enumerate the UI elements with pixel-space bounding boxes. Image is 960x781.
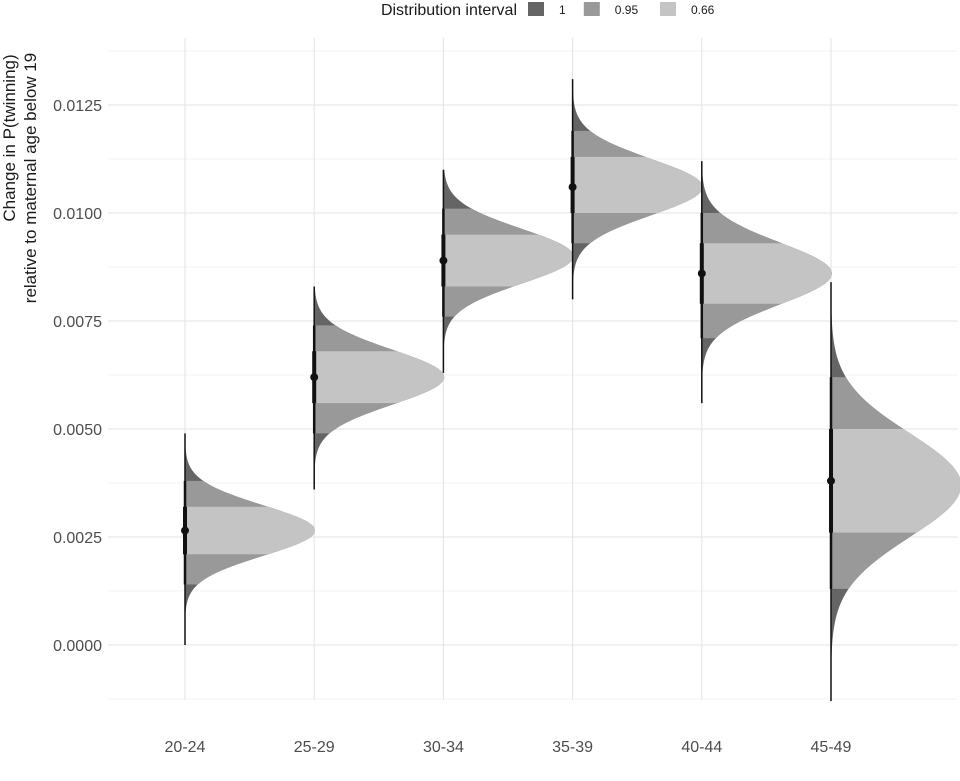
y-tick-label: 0.0000 — [53, 638, 102, 655]
x-tick-label: 45-49 — [811, 739, 852, 756]
median-point — [181, 526, 189, 535]
distributions — [181, 79, 960, 702]
legend-label: 0.66 — [691, 3, 715, 17]
median-point — [827, 476, 835, 485]
halfeye-40-44 — [697, 161, 832, 404]
interval-66-region — [314, 351, 445, 404]
x-tick-label: 30-34 — [423, 739, 464, 756]
median-point — [310, 373, 319, 382]
interval-66-region — [701, 243, 832, 304]
halfeye-30-34 — [439, 169, 574, 373]
halfeye-35-39 — [568, 79, 703, 300]
legend-title: Distribution interval — [381, 2, 517, 19]
legend-swatch — [528, 2, 544, 16]
x-tick-label: 25-29 — [294, 739, 335, 756]
legend-label: 1 — [559, 3, 566, 17]
interval-66-region — [572, 156, 703, 213]
x-tick-label: 35-39 — [552, 739, 593, 756]
halfeye-20-24 — [181, 433, 315, 645]
legend: Distribution interval 1 0.95 0.66 — [381, 2, 715, 19]
interval-66-region — [185, 506, 315, 555]
interval-66-region — [831, 429, 960, 533]
halfeye-45-49 — [827, 282, 960, 702]
x-tick-label: 20-24 — [165, 739, 206, 756]
median-point — [568, 183, 577, 192]
legend-label: 0.95 — [615, 3, 639, 17]
y-axis-ticks: 0.0000 0.0025 0.0050 0.0075 0.0100 0.0125 — [53, 98, 102, 655]
median-point — [439, 256, 448, 265]
halfeye-25-29 — [310, 286, 445, 490]
legend-swatch — [583, 2, 600, 16]
x-axis-ticks: 20-24 25-29 30-34 35-39 40-44 45-49 — [165, 739, 852, 756]
y-tick-label: 0.0125 — [53, 98, 102, 115]
y-tick-label: 0.0025 — [53, 530, 102, 547]
legend-items: 1 0.95 0.66 — [528, 2, 715, 17]
legend-swatch — [660, 2, 676, 16]
y-tick-label: 0.0050 — [53, 422, 102, 439]
y-axis-title-line1: Change in P(twinning) — [0, 54, 19, 221]
y-tick-label: 0.0100 — [53, 206, 102, 223]
y-tick-label: 0.0075 — [53, 314, 102, 331]
x-tick-label: 40-44 — [681, 739, 722, 756]
interval-66-region — [443, 234, 574, 287]
median-point — [697, 269, 706, 278]
y-axis-title-line2: relative to maternal age below 19 — [21, 53, 40, 303]
